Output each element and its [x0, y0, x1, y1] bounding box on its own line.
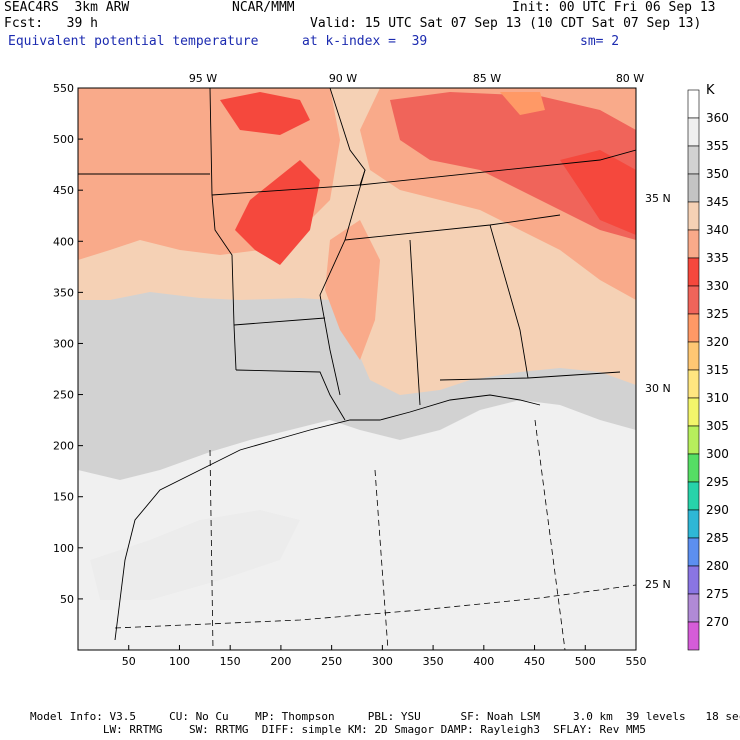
colorbar-swatch — [687, 621, 700, 651]
longitude-labels: 95 W 90 W 85 W 80 W — [189, 72, 644, 85]
longitude-label: 90 W — [329, 72, 357, 85]
level-label: at k-index = 39 — [302, 34, 428, 49]
colorbar-swatch — [687, 313, 700, 343]
y-axis-ticks: 550 500 450 400 350 300 250 200 150 100 50 — [53, 82, 83, 606]
nest-domain-lines — [114, 419, 636, 650]
latitude-labels: 35 N 30 N 25 N — [645, 192, 671, 591]
colorbar-label: 305 — [706, 419, 729, 433]
colorbar-swatch — [687, 117, 700, 147]
y-tick-label: 350 — [53, 286, 74, 299]
x-tick-label: 300 — [372, 655, 393, 668]
colorbar-label: 340 — [706, 223, 729, 237]
colorbar-label: 270 — [706, 615, 729, 629]
forecast-hour: Fcst: 39 h — [4, 16, 98, 31]
longitude-label: 80 W — [616, 72, 644, 85]
y-tick-label: 400 — [53, 235, 74, 248]
x-axis-ticks: 50 100 150 200 250 300 350 400 450 500 550 — [122, 645, 647, 668]
colorbar-swatch — [687, 341, 700, 371]
colorbar-label: 295 — [706, 475, 729, 489]
colorbar-label: 315 — [706, 363, 729, 377]
colorbar-label: 355 — [706, 139, 729, 153]
init-time: Init: 00 UTC Fri 06 Sep 13 — [512, 0, 716, 15]
colorbar-label: 285 — [706, 531, 729, 545]
longitude-label: 85 W — [473, 72, 501, 85]
colorbar-swatch — [687, 425, 700, 455]
longitude-label: 95 W — [189, 72, 217, 85]
colorbar-unit: K — [706, 83, 715, 98]
x-tick-label: 450 — [524, 655, 545, 668]
y-tick-label: 50 — [60, 593, 74, 606]
x-tick-label: 350 — [423, 655, 444, 668]
y-tick-label: 500 — [53, 133, 74, 146]
x-tick-label: 150 — [220, 655, 241, 668]
boundaries — [78, 88, 636, 641]
field-shading — [78, 88, 636, 650]
colorbar-swatch — [687, 145, 700, 175]
colorbar-label: 325 — [706, 307, 729, 321]
footer-model-info: Model Info: V3.5 CU: No Cu MP: Thompson … — [30, 710, 740, 723]
x-tick-label: 500 — [575, 655, 596, 668]
x-tick-label: 50 — [122, 655, 136, 668]
colorbar-label: 280 — [706, 559, 729, 573]
colorbar-label: 320 — [706, 335, 729, 349]
smoothing-label: sm= 2 — [580, 34, 620, 49]
colorbar-swatch — [687, 565, 700, 595]
colorbar: K 360 355 350 345 340 335 330 325 320 315 310 305 300… — [687, 83, 729, 651]
colorbar-swatch — [687, 229, 700, 259]
colorbar-swatch — [687, 201, 700, 231]
colorbar-label: 350 — [706, 167, 729, 181]
y-tick-label: 250 — [53, 389, 74, 402]
x-tick-label: 550 — [626, 655, 647, 668]
colorbar-label: 290 — [706, 503, 729, 517]
x-tick-label: 200 — [270, 655, 291, 668]
colorbar-swatch — [687, 453, 700, 483]
colorbar-label: 360 — [706, 111, 729, 125]
x-tick-label: 250 — [321, 655, 342, 668]
colorbar-swatch — [687, 593, 700, 623]
colorbar-swatch — [687, 509, 700, 539]
y-tick-label: 550 — [53, 82, 74, 95]
x-tick-label: 100 — [169, 655, 190, 668]
field-name: Equivalent potential temperature — [8, 34, 259, 49]
colorbar-swatch — [687, 285, 700, 315]
colorbar-label: 330 — [706, 279, 729, 293]
colorbar-label: 300 — [706, 447, 729, 461]
x-tick-label: 400 — [473, 655, 494, 668]
y-tick-label: 200 — [53, 440, 74, 453]
colorbar-label: 345 — [706, 195, 729, 209]
colorbar-swatch — [687, 89, 700, 119]
model-title: SEAC4RS 3km ARW — [4, 0, 130, 15]
valid-time: Valid: 15 UTC Sat 07 Sep 13 (10 CDT Sat … — [310, 16, 702, 31]
colorbar-label: 310 — [706, 391, 729, 405]
colorbar-label: 275 — [706, 587, 729, 601]
colorbar-swatch — [687, 481, 700, 511]
latitude-label: 30 N — [645, 382, 671, 395]
colorbar-swatch — [687, 397, 700, 427]
colorbar-swatch — [687, 369, 700, 399]
colorbar-swatch — [687, 537, 700, 567]
colorbar-swatch — [687, 257, 700, 287]
y-tick-label: 100 — [53, 542, 74, 555]
plot-frame — [77, 87, 637, 651]
y-tick-label: 450 — [53, 184, 74, 197]
org-label: NCAR/MMM — [232, 0, 295, 15]
colorbar-swatch — [687, 173, 700, 203]
y-tick-label: 300 — [53, 337, 74, 350]
colorbar-label: 335 — [706, 251, 729, 265]
latitude-label: 25 N — [645, 578, 671, 591]
latitude-label: 35 N — [645, 192, 671, 205]
footer-physics-info: LW: RRTMG SW: RRTMG DIFF: simple KM: 2D … — [30, 723, 646, 736]
y-tick-label: 150 — [53, 491, 74, 504]
